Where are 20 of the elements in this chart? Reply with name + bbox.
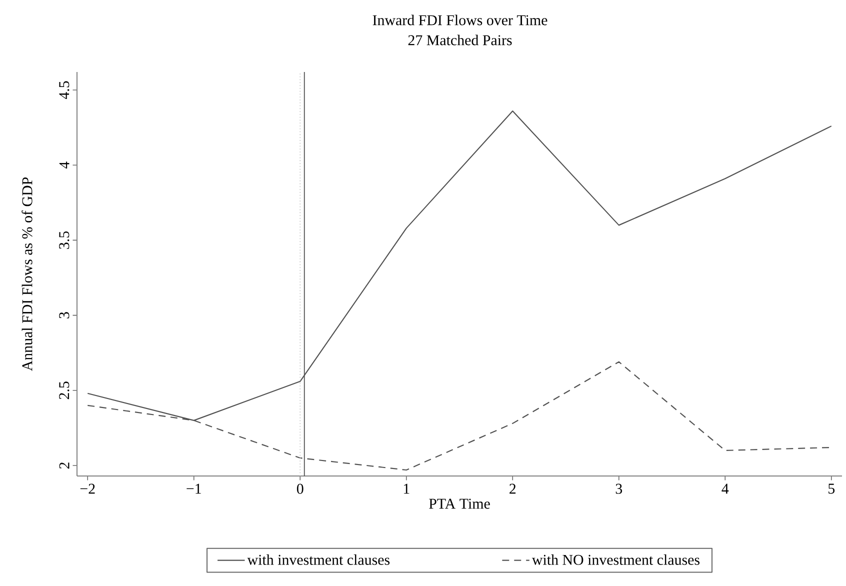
x-axis-title: PTA Time xyxy=(429,498,490,509)
x-tick-label: 4 xyxy=(722,484,729,494)
x-tick-label: 3 xyxy=(616,484,622,494)
y-tick-label: 2.5 xyxy=(59,382,70,400)
x-tick-label: 2 xyxy=(510,484,516,494)
y-tick-label: 3.5 xyxy=(59,231,70,249)
chart-title: Inward FDI Flows over Time xyxy=(372,14,548,26)
y-tick-label: 4 xyxy=(59,162,70,169)
y-tick-label: 4.5 xyxy=(59,81,70,100)
y-axis-title: Annual FDI Flows as % of GDP xyxy=(22,178,32,371)
y-tick-label: 2 xyxy=(59,462,70,469)
y-tick-label: 3 xyxy=(59,312,70,318)
x-tick-label: −1 xyxy=(186,484,201,494)
x-tick-label: 1 xyxy=(404,484,410,494)
legend-label: with investment clauses xyxy=(247,554,390,565)
legend-label: with NO investment clauses xyxy=(532,554,700,565)
x-tick-label: 0 xyxy=(296,484,304,494)
x-tick-label: −2 xyxy=(80,484,95,494)
x-tick-label: 5 xyxy=(828,484,835,494)
chart-subtitle: 27 Matched Pairs xyxy=(408,34,512,46)
